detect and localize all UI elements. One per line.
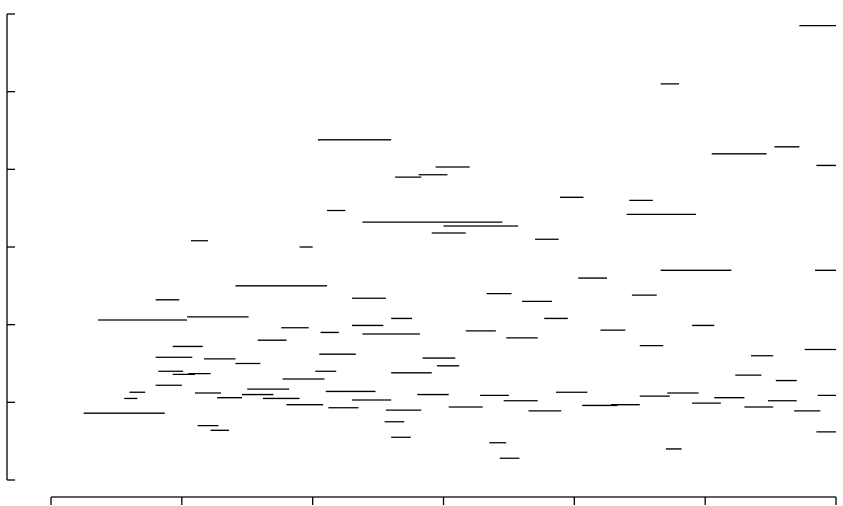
data-segments [83,24,836,459]
x-axis-ticks [50,497,837,505]
y-axis-ticks [7,13,15,481]
